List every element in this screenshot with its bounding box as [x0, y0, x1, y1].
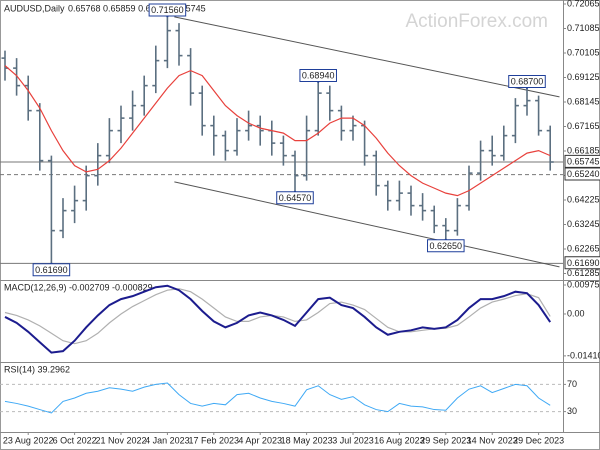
annotation: 0.64570: [279, 193, 312, 203]
label-box: [564, 154, 600, 168]
trend-line: [174, 181, 560, 268]
label-box: [148, 3, 187, 17]
symbol: AUDUSD,Daily: [4, 3, 65, 13]
macd-line: [4, 284, 552, 354]
label-box: [508, 75, 546, 88]
annotation: 0.61690: [35, 265, 68, 275]
watermark: ActionForex.com: [405, 11, 548, 32]
rsi-line: [4, 382, 551, 414]
y-tick-label: 0.70105: [567, 47, 600, 57]
y-tick-label: 0.63245: [567, 219, 600, 229]
price-label: 0.65745: [567, 156, 600, 166]
macd-title: MACD(12,26,9) -0.002709 -0.000829: [4, 282, 153, 292]
bars: [1, 16, 554, 264]
y-tick-label: 0.62265: [567, 243, 600, 253]
annotation: 0.71560: [151, 5, 184, 15]
x-tick-label: 14 Nov 2023: [467, 435, 518, 445]
x-tick-label: 4 Jan 2023: [145, 435, 190, 445]
y-tick-label: 0.00: [567, 308, 585, 318]
x-tick-label: 17 Feb 2023: [189, 435, 240, 445]
trend-line: [174, 16, 560, 98]
y-tick-label: 0.69125: [567, 72, 600, 82]
rsi-title: RSI(14) 39.2962: [4, 364, 70, 374]
y-tick-label: 0.68145: [567, 96, 600, 106]
annotation: 0.62650: [430, 241, 463, 251]
x-tick-label: 3 Jul 2023: [332, 435, 374, 445]
y-tick-label: 0.61285: [567, 268, 600, 278]
label-box: [427, 239, 465, 253]
y-tick-label: 0.66185: [567, 145, 600, 155]
quote: 0.65768 0.65859 0.65654 0.65745: [68, 3, 206, 13]
label-box: [32, 263, 71, 277]
y-tick-label: -0.014107: [567, 350, 600, 360]
x-tick-label: 29 Dec 2023: [513, 435, 564, 445]
label-box: [276, 191, 314, 205]
label-box: [299, 69, 337, 82]
x-tick-label: 18 May 2023: [281, 435, 333, 445]
price-label: 0.65240: [567, 169, 600, 179]
annotation: 0.68940: [302, 71, 335, 81]
x-tick-label: 16 Aug 2023: [374, 435, 425, 445]
label-box: [564, 167, 600, 181]
x-tick-label: 4 Apr 2023: [238, 435, 282, 445]
x-tick-label: 29 Sep 2023: [420, 435, 471, 445]
x-tick-label: 6 Oct 2022: [53, 435, 97, 445]
x-tick-label: 23 Aug 2022: [3, 435, 54, 445]
y-tick-label: 0.72065: [567, 0, 600, 8]
y-tick-label: 70: [567, 379, 577, 389]
y-tick-label: 0.67165: [567, 121, 600, 131]
y-tick-label: 30: [567, 406, 577, 416]
signal-line: [4, 288, 551, 345]
moving-average: [4, 65, 551, 197]
y-tick-label: 0.64225: [567, 194, 600, 204]
label-box: [564, 256, 600, 270]
x-tick-label: 21 Nov 2022: [95, 435, 146, 445]
y-tick-label: 0.009751: [567, 279, 600, 289]
y-tick-label: 0.71085: [567, 23, 600, 33]
annotation: 0.68700: [511, 77, 544, 87]
price-label: 0.61690: [567, 258, 600, 268]
